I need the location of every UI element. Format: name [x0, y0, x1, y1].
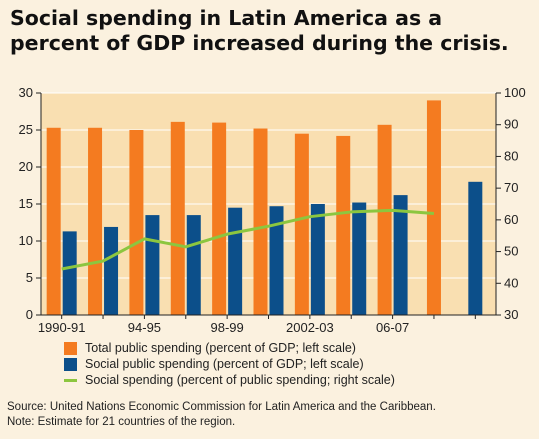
chart-title: Social spending in Latin America as a pe…	[10, 6, 509, 55]
y-right-tick-label: 90	[504, 117, 518, 132]
bar-total	[253, 128, 268, 315]
y-right-tick-label: 40	[504, 275, 518, 290]
bar-total	[377, 124, 392, 315]
y-right-tick-label: 80	[504, 148, 518, 163]
legend-swatch-share	[64, 378, 77, 382]
bar-social	[393, 195, 408, 315]
x-tick-label: 94-95	[128, 320, 161, 335]
bar-total	[212, 122, 227, 315]
bar-total	[88, 127, 103, 315]
bar-total	[129, 130, 144, 315]
y-right-tick-label: 50	[504, 244, 518, 259]
x-tick-label: 2002-03	[286, 320, 334, 335]
legend-item-share: Social spending (percent of public spend…	[64, 372, 395, 388]
y-left-tick-label: 30	[19, 85, 33, 100]
y-left-tick-label: 25	[19, 122, 33, 137]
legend-swatch-total	[64, 341, 77, 355]
y-left-tick-label: 10	[19, 233, 33, 248]
axes-group: 0 5 10 15 20 25 30 30 40 50 60 70 80 90 100 1990-91 94-9…	[19, 85, 526, 335]
bar-social	[468, 181, 483, 315]
series-line-share	[61, 208, 435, 271]
legend-item-total: Total public spending (percent of GDP; l…	[64, 340, 395, 356]
y-right-tick-label: 60	[504, 212, 518, 227]
y-right-tick-label: 70	[504, 180, 518, 195]
x-tick-label: 06-07	[376, 320, 409, 335]
bars-group	[46, 100, 483, 316]
y-left-tick-label: 15	[19, 196, 33, 211]
legend-label-social: Social public spending (percent of GDP; …	[85, 357, 364, 371]
legend-label-share: Social spending (percent of public spend…	[85, 373, 395, 387]
x-tick-label: 98-99	[211, 320, 244, 335]
bar-total	[426, 100, 441, 316]
x-tick-label: 1990-91	[38, 320, 86, 335]
y-right-tick-label: 30	[504, 307, 518, 322]
bar-social	[352, 202, 367, 315]
bar-social	[228, 207, 243, 315]
footnote: Note: Estimate for 21 countries of the r…	[7, 416, 236, 428]
bar-social	[145, 215, 160, 315]
bar-total	[336, 135, 351, 315]
bar-total	[170, 121, 185, 315]
notes: Source: United Nations Economic Commissi…	[7, 400, 436, 430]
legend-label-total: Total public spending (percent of GDP; l…	[85, 341, 356, 355]
bar-social	[269, 206, 284, 315]
legend-swatch-social	[64, 357, 77, 371]
legend-item-social: Social public spending (percent of GDP; …	[64, 356, 395, 372]
line-group	[61, 208, 435, 271]
bar-social	[310, 204, 325, 315]
bar-social	[104, 226, 119, 315]
bar-total	[46, 127, 61, 315]
y-left-tick-label: 5	[26, 270, 33, 285]
legend: Total public spending (percent of GDP; l…	[64, 340, 395, 388]
y-right-tick-label: 100	[504, 85, 526, 100]
y-left-tick-label: 0	[26, 307, 33, 322]
bar-social	[186, 215, 201, 315]
source-note: Source: United Nations Economic Commissi…	[7, 401, 436, 413]
bar-social	[62, 231, 77, 315]
bar-total	[294, 133, 309, 315]
y-left-tick-label: 20	[19, 159, 33, 174]
